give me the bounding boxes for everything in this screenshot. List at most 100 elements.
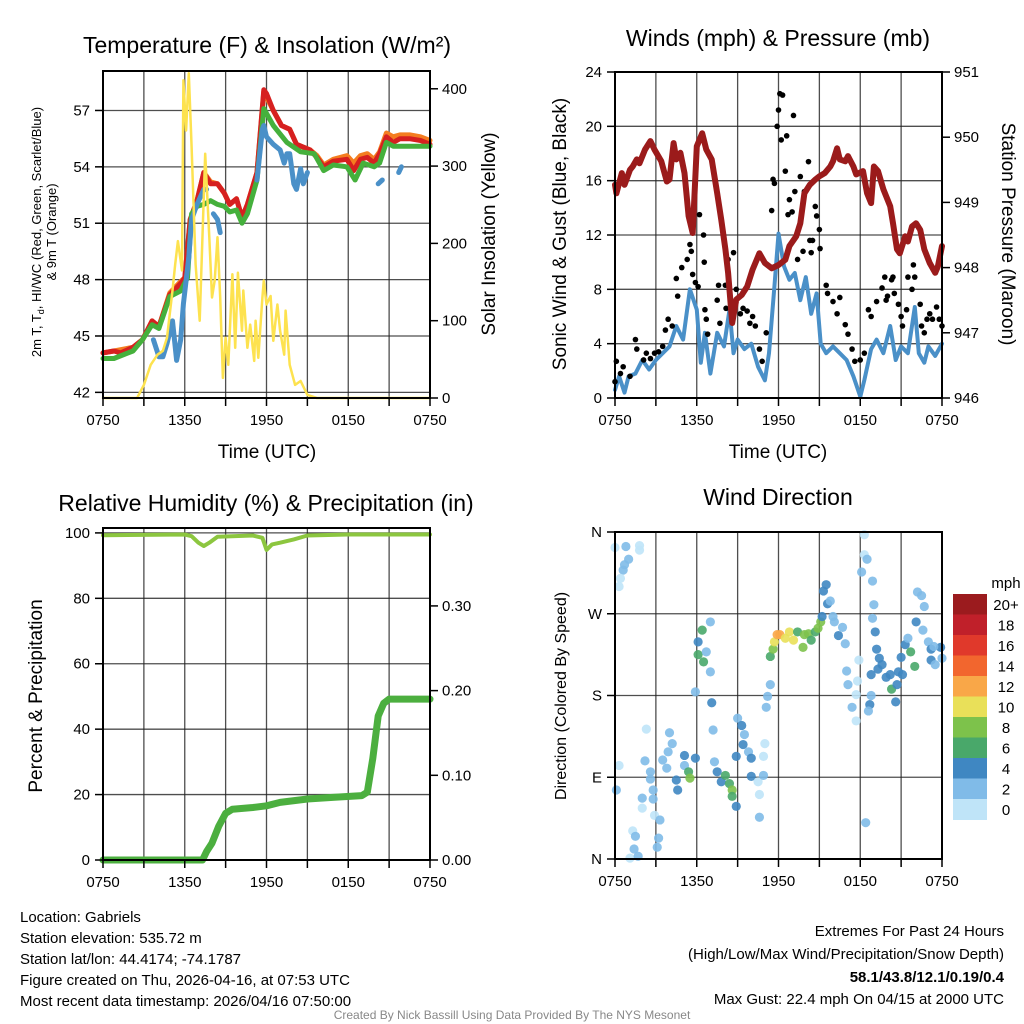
gust-point	[911, 274, 918, 280]
gust-point	[733, 286, 740, 293]
gust-point	[792, 188, 798, 195]
wind-direction-point	[645, 774, 656, 784]
gust-point	[924, 316, 930, 323]
gust-point	[824, 290, 831, 297]
gust-point	[813, 213, 820, 219]
y-tick-label: 12	[585, 227, 602, 244]
temperature-chart-title: Temperature (F) & Insolation (W/m²)	[83, 32, 451, 58]
hi-wc-line	[254, 123, 310, 192]
precipitation-line	[99, 695, 434, 864]
gust-point	[903, 306, 910, 313]
wind-direction-point	[705, 617, 715, 627]
gust-point	[634, 346, 640, 352]
y2-tick-label: 300	[442, 158, 467, 175]
x-tick-label: 0750	[598, 412, 631, 429]
y2-tick-label: 950	[954, 129, 979, 146]
wind-direction-y-axis-label: Direction (Colored By Speed)	[553, 592, 570, 800]
temperature-x-axis-label: Time (UTC)	[218, 442, 317, 463]
extremes-title: Extremes For Past 24 Hours	[815, 923, 1004, 940]
x-tick-label: 1350	[168, 412, 201, 429]
wind-direction-point	[825, 596, 835, 606]
wind-direction-chart-title: Wind Direction	[703, 484, 853, 510]
colorbar-swatch	[953, 737, 987, 759]
speed-colorbar: mph 20+ 18 16 14 12 10 8 6 4 2 0	[953, 575, 1021, 820]
wind-direction-point	[852, 676, 863, 686]
y2-tick-label: 0.00	[442, 852, 471, 869]
wind-direction-point	[861, 818, 871, 828]
gust-point	[790, 112, 797, 119]
humidity-y-axis-label: Percent & Precipitation	[26, 599, 47, 792]
gust-point	[918, 323, 925, 329]
x-tick-label: 0750	[86, 874, 119, 891]
gust-point	[865, 306, 872, 313]
gust-point	[797, 173, 804, 180]
gust-point	[723, 305, 729, 312]
gust-point	[917, 301, 923, 308]
pressure-y-axis-label: Station Pressure (Maroon)	[997, 123, 1018, 346]
gust-point	[617, 370, 624, 377]
colorbar-swatch	[953, 696, 987, 718]
y-tick-label: 20	[585, 118, 602, 135]
gust-point	[891, 290, 898, 297]
gust-point	[926, 310, 933, 317]
credit-text: Created By Nick Bassill Using Data Provi…	[334, 1008, 691, 1022]
colorbar-swatch	[953, 635, 987, 656]
gust-point	[895, 301, 902, 308]
wind-direction-point	[637, 793, 647, 803]
gust-point	[740, 305, 746, 312]
wind-direction-point	[712, 767, 722, 777]
wind-direction-point	[737, 720, 747, 731]
gust-point	[879, 285, 885, 291]
wind-direction-point	[916, 590, 927, 601]
y-tick-label: 45	[73, 328, 90, 345]
gust-point	[627, 373, 633, 380]
y2-tick-label: 0.30	[442, 598, 471, 615]
gust-point	[749, 313, 756, 320]
wind-direction-point	[798, 642, 808, 652]
wind-direction-point	[863, 706, 874, 716]
gust-point	[809, 237, 816, 244]
y2-tick-label: 946	[954, 390, 979, 407]
plot-layer: 0750 1350 1950 0150 075042454851545701002003…	[65, 64, 979, 891]
colorbar-label: 6	[1002, 741, 1010, 758]
wind-direction-point	[877, 660, 887, 670]
wind-direction-point	[614, 760, 624, 771]
wind-direction-point	[731, 751, 741, 761]
wind-direction-point	[768, 644, 778, 654]
y-tick-label: 42	[73, 384, 90, 401]
wind-direction-point	[671, 775, 681, 785]
gust-point	[752, 323, 759, 329]
wind-direction-point	[840, 639, 850, 649]
x-tick-label: 0750	[413, 412, 446, 429]
gust-point	[620, 363, 626, 370]
wind-direction-point	[652, 842, 662, 852]
wind-direction-point	[911, 617, 921, 627]
wind-direction-point	[655, 815, 665, 825]
wind-direction-point	[754, 789, 765, 800]
winds-chart: 0750 1350 1950 0150 0750 0 4 8 12 16 20 24 946 947 948…	[585, 64, 979, 429]
wind-direction-point	[705, 667, 715, 677]
wind-direction-point	[851, 689, 861, 700]
wind-direction-chart: 0750 1350 1950 0150 0750 N E S W N	[588, 524, 959, 890]
gust-point	[789, 209, 795, 215]
gust-point	[830, 298, 836, 305]
wind-direction-point	[629, 844, 639, 854]
wind-direction-point	[648, 794, 658, 804]
wind-direction-point	[746, 753, 756, 763]
colorbar-label: 14	[998, 659, 1015, 676]
humidity-chart: 0750 1350 1950 0150 0750 0 20 40 60 80 100 0.00 0.10…	[65, 525, 471, 891]
colorbar-label: 0	[1002, 802, 1010, 819]
hi-wc-line	[396, 164, 404, 175]
wind-direction-point	[837, 622, 848, 632]
gust-point	[812, 203, 819, 210]
elevation-text: Station elevation: 535.72 m	[20, 930, 202, 947]
wind-direction-point	[869, 600, 879, 610]
gust-point	[816, 226, 823, 233]
y-tick-label: 4	[594, 336, 602, 353]
colorbar-label: 8	[1002, 720, 1010, 737]
hi-wc-line	[150, 186, 210, 363]
gust-point	[674, 293, 681, 299]
y-tick-label: 54	[73, 159, 90, 176]
wind-direction-point	[854, 655, 864, 665]
